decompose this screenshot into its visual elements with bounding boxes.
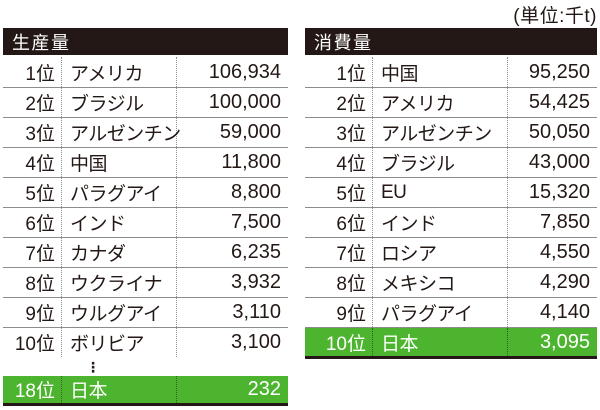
value-cell: 4,550	[539, 241, 590, 263]
value-cell: 3,095	[539, 330, 590, 353]
rank-cell: 3位	[305, 118, 373, 147]
rank-cell: 7位	[305, 238, 373, 267]
value-cell: 7,850	[539, 211, 590, 233]
rank-cell: 10位	[305, 328, 373, 356]
rank-cell: 4位	[305, 148, 373, 177]
value-cell: 3,932	[230, 271, 281, 293]
country-cell: アルゼンチン	[62, 118, 181, 147]
rank-cell: 1位	[3, 57, 62, 87]
table-row: 10位 ボリビア 3,100	[3, 327, 288, 357]
value-cell: 232	[247, 378, 281, 400]
table-row: 2位 アメリカ 54,425	[305, 87, 597, 117]
country-cell: インド	[62, 208, 177, 237]
country-cell: メキシコ	[373, 268, 508, 297]
rank-cell: 5位	[305, 178, 373, 207]
rank-cell: 8位	[305, 268, 373, 297]
rank-cell: 6位	[305, 208, 373, 237]
rank-cell: 2位	[3, 88, 62, 117]
table-row: 7位 ロシア 4,550	[305, 237, 597, 267]
consumption-table: 消費量 1位 中国 95,250 2位 アメリカ 54,425 3位 アルゼンチ…	[305, 28, 597, 359]
rank-cell: 8位	[3, 268, 62, 297]
country-cell: 日本	[373, 328, 508, 356]
value-cell: 4,140	[539, 301, 590, 323]
value-cell: 4,290	[539, 271, 590, 293]
value-cell: 50,050	[528, 121, 590, 143]
production-table-body: 1位 アメリカ 106,934 2位 ブラジル 100,000 3位 アルゼンチ…	[3, 57, 288, 406]
value-cell: 6,235	[230, 241, 281, 263]
country-cell: パラグアイ	[373, 298, 508, 327]
country-cell: インド	[373, 208, 508, 237]
table-row: 8位 ウクライナ 3,932	[3, 267, 288, 297]
rank-cell: 7位	[3, 238, 62, 267]
value-cell: 59,000	[219, 121, 281, 143]
rank-cell: 3位	[3, 118, 62, 147]
production-table-title: 生産量	[12, 32, 71, 53]
rank-cell: 18位	[3, 376, 62, 403]
rank-cell: 2位	[305, 88, 373, 117]
consumption-table-title: 消費量	[314, 32, 373, 53]
table-row-japan-highlight: 18位 日本 232	[3, 376, 288, 406]
table-row: 1位 中国 95,250	[305, 57, 597, 87]
value-cell: 54,425	[528, 91, 590, 113]
country-cell: パラグアイ	[62, 178, 177, 207]
country-cell: アルゼンチン	[373, 118, 508, 147]
country-cell: アメリカ	[373, 88, 508, 117]
value-cell: 7,500	[230, 211, 281, 233]
consumption-table-header: 消費量	[305, 28, 597, 55]
value-cell: 106,934	[208, 60, 281, 83]
rank-cell: 4位	[3, 148, 62, 177]
table-row: 8位 メキシコ 4,290	[305, 267, 597, 297]
table-row: 5位 EU 15,320	[305, 177, 597, 207]
country-cell: ブラジル	[62, 88, 177, 117]
unit-label: (単位:千t)	[513, 6, 597, 27]
table-row: 1位 アメリカ 106,934	[3, 57, 288, 87]
table-row: 6位 インド 7,850	[305, 207, 597, 237]
rank-cell: 9位	[305, 298, 373, 327]
table-row: 7位 カナダ 6,235	[3, 237, 288, 267]
country-cell: ロシア	[373, 238, 508, 267]
country-cell: 中国	[62, 148, 177, 177]
country-cell: EU	[373, 178, 508, 207]
ellipsis-row: ⋮	[3, 357, 288, 376]
country-cell: ボリビア	[62, 328, 177, 357]
table-row: 9位 ウルグアイ 3,110	[3, 297, 288, 327]
country-cell: 日本	[62, 376, 177, 403]
rank-cell: 10位	[3, 328, 62, 357]
table-row: 9位 パラグアイ 4,140	[305, 297, 597, 327]
rank-cell: 5位	[3, 178, 62, 207]
vertical-ellipsis: ⋮	[86, 358, 100, 375]
table-row: 4位 ブラジル 43,000	[305, 147, 597, 177]
country-cell: ブラジル	[373, 148, 508, 177]
table-row: 2位 ブラジル 100,000	[3, 87, 288, 117]
country-cell: 中国	[373, 57, 508, 87]
value-cell: 8,800	[230, 181, 281, 203]
table-row-japan-highlight: 10位 日本 3,095	[305, 327, 597, 359]
rank-cell: 9位	[3, 298, 62, 327]
production-table-header: 生産量	[3, 28, 288, 55]
country-cell: アメリカ	[62, 57, 177, 87]
value-cell: 3,100	[230, 331, 281, 353]
country-cell: ウルグアイ	[62, 298, 177, 327]
table-row: 3位 アルゼンチン 50,050	[305, 117, 597, 147]
value-cell: 3,110	[232, 301, 281, 323]
rank-cell: 6位	[3, 208, 62, 237]
country-cell: ウクライナ	[62, 268, 177, 297]
rank-cell: 1位	[305, 57, 373, 87]
value-cell: 95,250	[528, 60, 590, 83]
production-table: 生産量 1位 アメリカ 106,934 2位 ブラジル 100,000 3位 ア…	[3, 28, 288, 406]
table-row: 3位 アルゼンチン 59,000	[3, 117, 288, 147]
value-cell: 100,000	[208, 91, 281, 113]
table-row: 6位 インド 7,500	[3, 207, 288, 237]
value-cell: 11,800	[221, 151, 281, 173]
country-cell: カナダ	[62, 238, 177, 267]
table-row: 5位 パラグアイ 8,800	[3, 177, 288, 207]
value-cell: 43,000	[528, 151, 590, 173]
table-row: 4位 中国 11,800	[3, 147, 288, 177]
value-cell: 15,320	[528, 181, 590, 203]
consumption-table-body: 1位 中国 95,250 2位 アメリカ 54,425 3位 アルゼンチン 50…	[305, 57, 597, 359]
